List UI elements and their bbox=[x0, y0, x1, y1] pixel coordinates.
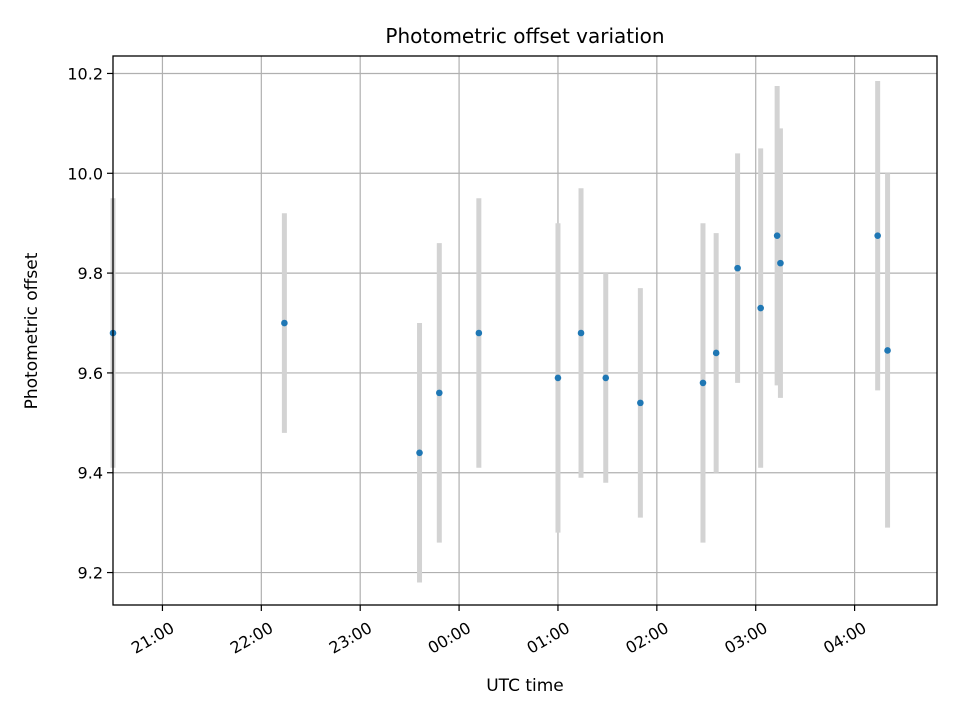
data-point bbox=[475, 329, 483, 337]
data-point bbox=[777, 259, 784, 267]
y-tick-label: 9.6 bbox=[78, 364, 103, 383]
data-point bbox=[637, 399, 644, 407]
data-point bbox=[602, 374, 610, 382]
y-axis: 9.2 9.4 9.6 9.8 10.0 10.2 bbox=[67, 64, 113, 583]
data-point bbox=[577, 329, 585, 337]
data-point bbox=[874, 232, 881, 239]
y-tick-label: 10.2 bbox=[67, 64, 103, 83]
data-point bbox=[281, 319, 288, 327]
data-point bbox=[699, 379, 707, 387]
x-axis: 21:00 22:00 23:00 00:00 01:00 02:00 03:00 04:00 bbox=[128, 605, 870, 658]
x-tick-label: 21:00 bbox=[128, 618, 177, 658]
x-tick-label: 22:00 bbox=[227, 618, 276, 658]
x-axis-label: UTC time bbox=[486, 676, 564, 696]
x-tick-label: 23:00 bbox=[326, 618, 375, 658]
plot-frame bbox=[112, 55, 938, 606]
data-points bbox=[109, 232, 891, 457]
data-point bbox=[554, 374, 562, 382]
y-tick-label: 9.4 bbox=[78, 464, 103, 483]
data-point bbox=[436, 389, 443, 397]
y-tick-label: 10.0 bbox=[67, 164, 103, 183]
x-tick-label: 01:00 bbox=[524, 618, 573, 658]
y-tick-label: 9.8 bbox=[78, 264, 103, 283]
chart-title: Photometric offset variation bbox=[385, 24, 664, 48]
data-point bbox=[884, 347, 891, 354]
data-point bbox=[416, 449, 423, 457]
x-tick-label: 02:00 bbox=[622, 618, 671, 658]
grid-lines bbox=[113, 56, 937, 605]
y-tick-label: 9.2 bbox=[78, 564, 103, 583]
y-axis-label: Photometric offset bbox=[22, 252, 42, 409]
x-tick-label: 04:00 bbox=[820, 618, 869, 658]
error-bars bbox=[110, 80, 891, 583]
data-point bbox=[773, 232, 781, 239]
data-point bbox=[712, 349, 720, 357]
x-tick-label: 03:00 bbox=[721, 618, 770, 658]
x-tick-label: 00:00 bbox=[425, 618, 474, 658]
data-point bbox=[734, 264, 741, 272]
data-point bbox=[757, 304, 764, 312]
